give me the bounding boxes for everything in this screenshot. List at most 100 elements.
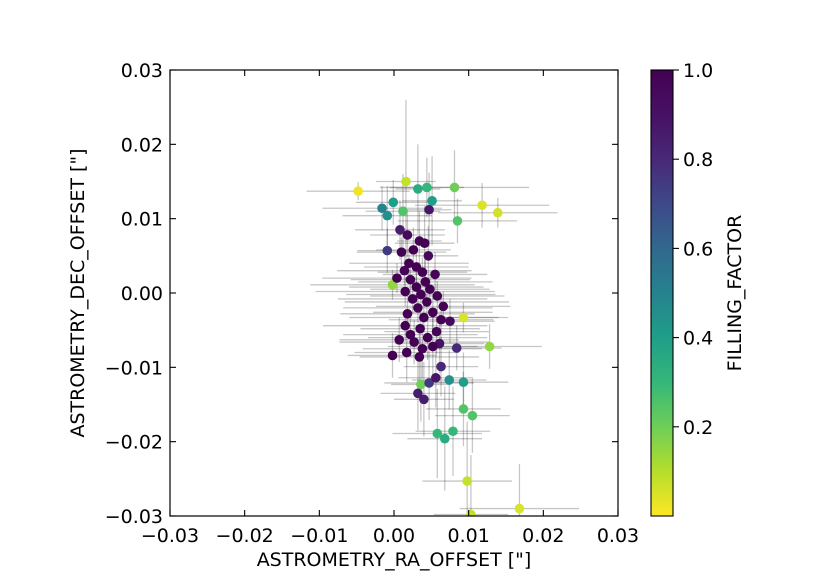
colorbar-gradient bbox=[650, 69, 674, 517]
data-point bbox=[408, 245, 419, 255]
data-point bbox=[396, 247, 407, 257]
data-point bbox=[449, 182, 460, 193]
data-point bbox=[398, 206, 408, 217]
data-point bbox=[416, 289, 426, 300]
data-point bbox=[422, 297, 432, 307]
colorbar-tick-label: 0.2 bbox=[683, 417, 713, 439]
y-tick-label: −0.02 bbox=[105, 432, 163, 454]
error-bars bbox=[306, 99, 580, 516]
y-tick-label: −0.03 bbox=[105, 506, 163, 528]
data-point bbox=[466, 509, 476, 516]
data-point bbox=[432, 291, 443, 301]
data-point bbox=[382, 245, 393, 256]
data-point bbox=[405, 329, 416, 340]
data-point bbox=[467, 410, 478, 421]
axes: −0.03 −0.02 −0.01 0.00 0.01 0.02 0.03 −0.03 −0.0… bbox=[105, 60, 639, 547]
data-point bbox=[411, 282, 422, 292]
data-point bbox=[402, 230, 413, 240]
data-point bbox=[422, 182, 432, 193]
data-point bbox=[444, 375, 455, 385]
data-point bbox=[431, 372, 441, 383]
data-point bbox=[424, 378, 434, 388]
data-point bbox=[431, 326, 442, 337]
data-point bbox=[445, 316, 455, 327]
data-point bbox=[417, 267, 428, 277]
y-tick-label: 0.01 bbox=[121, 209, 163, 231]
data-point bbox=[448, 426, 458, 437]
data-point bbox=[430, 269, 440, 280]
data-point bbox=[484, 341, 495, 352]
data-points bbox=[353, 176, 525, 516]
data-point bbox=[382, 210, 393, 221]
data-point bbox=[427, 196, 437, 206]
data-point bbox=[387, 350, 398, 361]
data-point bbox=[413, 303, 423, 313]
data-point bbox=[425, 284, 435, 295]
x-tick-label: 0.00 bbox=[373, 525, 415, 547]
plot-area bbox=[306, 99, 580, 516]
data-point bbox=[436, 314, 446, 325]
data-point bbox=[514, 503, 525, 514]
data-point bbox=[400, 320, 411, 331]
data-point bbox=[424, 204, 434, 215]
data-point bbox=[458, 312, 469, 323]
data-point bbox=[462, 476, 472, 486]
y-tick-label: 0.02 bbox=[121, 134, 163, 156]
data-point bbox=[451, 343, 462, 353]
data-point bbox=[394, 335, 405, 345]
data-point bbox=[401, 176, 411, 187]
data-point bbox=[423, 251, 434, 261]
data-point bbox=[458, 404, 469, 414]
colorbar-tick-label: 0.8 bbox=[683, 149, 713, 171]
data-point bbox=[417, 343, 428, 354]
colorbar: 0.2 0.4 0.6 0.8 1.0 bbox=[650, 60, 713, 517]
colorbar-tick-label: 1.0 bbox=[683, 60, 713, 82]
data-point bbox=[400, 286, 411, 297]
y-tick-label: 0.00 bbox=[121, 283, 163, 305]
data-point bbox=[477, 200, 487, 211]
data-point bbox=[395, 225, 405, 235]
data-point bbox=[401, 347, 412, 358]
colorbar-label: FILLING_FACTOR bbox=[724, 215, 746, 372]
data-point bbox=[438, 301, 449, 312]
data-point bbox=[388, 197, 399, 208]
data-point bbox=[428, 307, 438, 318]
x-tick-label: 0.03 bbox=[597, 525, 639, 547]
y-tick-label: −0.01 bbox=[105, 357, 163, 379]
x-axis-label: ASTROMETRY_RA_OFFSET ["] bbox=[257, 549, 532, 571]
data-point bbox=[353, 186, 363, 196]
data-point bbox=[409, 337, 419, 347]
data-point bbox=[405, 274, 416, 285]
data-point bbox=[407, 294, 418, 304]
colorbar-tick-label: 0.4 bbox=[683, 328, 713, 350]
data-point bbox=[428, 341, 438, 352]
data-point bbox=[420, 277, 431, 287]
data-point bbox=[492, 207, 503, 218]
x-tick-label: −0.03 bbox=[141, 525, 199, 547]
data-point bbox=[377, 203, 387, 214]
plot-frame bbox=[169, 69, 619, 517]
data-point bbox=[419, 238, 430, 248]
data-point bbox=[413, 184, 423, 194]
data-point bbox=[422, 332, 433, 343]
data-point bbox=[432, 428, 443, 439]
data-point bbox=[414, 352, 425, 362]
x-tick-label: 0.02 bbox=[522, 525, 564, 547]
colorbar-tick-label: 0.6 bbox=[683, 238, 713, 260]
data-point bbox=[399, 265, 410, 276]
data-point bbox=[392, 273, 402, 283]
data-point bbox=[419, 394, 429, 405]
data-point bbox=[419, 312, 429, 323]
y-axis-label: ASTROMETRY_DEC_OFFSET ["] bbox=[67, 148, 89, 437]
data-point bbox=[458, 377, 469, 388]
data-point bbox=[436, 361, 446, 372]
data-point bbox=[452, 216, 463, 226]
data-point bbox=[413, 388, 423, 399]
data-point bbox=[415, 323, 425, 334]
x-tick-label: −0.02 bbox=[216, 525, 274, 547]
data-point bbox=[402, 309, 413, 319]
data-point bbox=[416, 379, 426, 390]
x-tick-label: −0.01 bbox=[290, 525, 348, 547]
